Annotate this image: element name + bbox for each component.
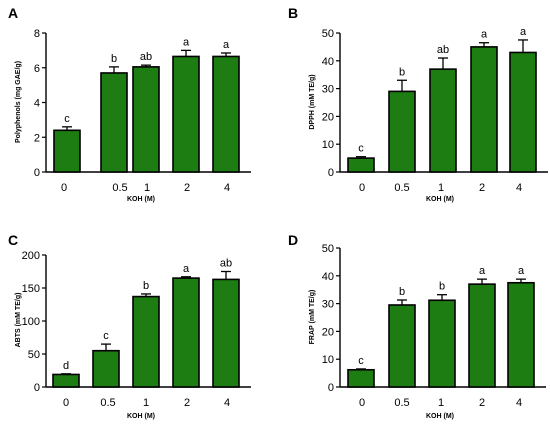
x-tick-label-a: 4 bbox=[224, 182, 230, 194]
bar-b bbox=[388, 90, 416, 173]
significance-label-b: b bbox=[399, 66, 405, 78]
significance-label-d: a bbox=[479, 265, 486, 277]
y-tick-label-d: 50 bbox=[322, 243, 334, 255]
significance-label-b: c bbox=[358, 143, 364, 155]
bar-c bbox=[212, 278, 240, 388]
y-tick-label-b: 10 bbox=[322, 139, 334, 151]
bar-a bbox=[212, 55, 240, 173]
bar-d bbox=[428, 299, 456, 388]
bar-b bbox=[470, 46, 498, 173]
panel-label-b: B bbox=[288, 5, 298, 21]
bar-c bbox=[172, 277, 200, 388]
x-tick-label-b: 2 bbox=[479, 182, 485, 194]
bar-b bbox=[509, 51, 537, 173]
y-axis-title-d: FRAP (mM TE/g) bbox=[309, 290, 316, 345]
y-tick-label-c: 100 bbox=[22, 316, 40, 328]
bar-c bbox=[132, 295, 160, 388]
y-tick-label-a: 6 bbox=[34, 63, 40, 75]
x-tick-label-a: 0.5 bbox=[112, 182, 127, 194]
bar-a bbox=[100, 72, 128, 173]
significance-label-c: d bbox=[63, 360, 69, 372]
bar-b bbox=[429, 68, 457, 173]
x-tick-label-a: 2 bbox=[184, 182, 190, 194]
y-tick-label-c: 150 bbox=[22, 283, 40, 295]
significance-label-b: a bbox=[481, 29, 488, 41]
significance-label-c: b bbox=[143, 280, 149, 292]
significance-label-c: c bbox=[103, 330, 109, 342]
bar-a bbox=[132, 66, 160, 173]
bar-d bbox=[388, 304, 416, 388]
x-tick-label-d: 4 bbox=[516, 397, 522, 409]
x-tick-label-b: 0 bbox=[359, 182, 365, 194]
bar-c bbox=[52, 373, 80, 388]
y-tick-label-a: 2 bbox=[34, 132, 40, 144]
x-axis-title-b: KOH (M) bbox=[426, 196, 454, 203]
significance-label-b: ab bbox=[437, 44, 449, 56]
bar-a bbox=[172, 55, 200, 173]
bar-d bbox=[507, 281, 535, 388]
bar-c bbox=[92, 349, 120, 388]
y-tick-label-d: 40 bbox=[322, 271, 334, 283]
significance-label-d: b bbox=[399, 286, 405, 298]
y-tick-label-c: 50 bbox=[28, 349, 40, 361]
significance-label-d: a bbox=[518, 265, 525, 277]
x-tick-label-d: 1 bbox=[438, 397, 444, 409]
y-tick-label-a: 0 bbox=[34, 167, 40, 179]
x-axis-title-d: KOH (M) bbox=[426, 413, 454, 420]
y-tick-label-b: 40 bbox=[322, 56, 334, 68]
x-tick-label-b: 0.5 bbox=[394, 182, 409, 194]
x-tick-label-c: 0.5 bbox=[100, 397, 115, 409]
y-tick-label-c: 200 bbox=[22, 250, 40, 262]
x-tick-label-c: 0 bbox=[63, 397, 69, 409]
x-tick-label-b: 4 bbox=[516, 182, 522, 194]
y-tick-label-b: 20 bbox=[322, 111, 334, 123]
y-axis-title-c: ABTS (mM TE/g) bbox=[15, 293, 22, 348]
significance-label-c: a bbox=[183, 263, 190, 275]
significance-label-c: ab bbox=[220, 258, 232, 270]
x-tick-label-a: 0 bbox=[61, 182, 67, 194]
significance-label-a: c bbox=[64, 113, 70, 125]
x-tick-label-d: 0 bbox=[359, 397, 365, 409]
x-tick-label-c: 2 bbox=[184, 397, 190, 409]
y-tick-label-b: 30 bbox=[322, 84, 334, 96]
y-tick-label-b: 50 bbox=[322, 28, 334, 40]
y-tick-label-d: 20 bbox=[322, 326, 334, 338]
significance-label-d: c bbox=[358, 355, 364, 367]
y-axis-title-a: Polyphenols (mg GAE/g) bbox=[15, 61, 22, 143]
panel-label-c: C bbox=[8, 232, 18, 248]
significance-label-d: b bbox=[439, 281, 445, 293]
significance-label-a: a bbox=[183, 36, 190, 48]
y-tick-label-d: 0 bbox=[328, 382, 334, 394]
panel-label-d: D bbox=[288, 232, 298, 248]
y-tick-label-b: 0 bbox=[328, 167, 334, 179]
x-tick-label-d: 2 bbox=[479, 397, 485, 409]
x-axis-title-a: KOH (M) bbox=[127, 196, 155, 203]
x-tick-label-a: 1 bbox=[144, 182, 150, 194]
y-tick-label-c: 0 bbox=[34, 382, 40, 394]
significance-label-a: ab bbox=[140, 51, 152, 63]
y-tick-label-d: 30 bbox=[322, 299, 334, 311]
x-tick-label-c: 4 bbox=[224, 397, 230, 409]
bar-b bbox=[347, 157, 375, 173]
significance-label-a: a bbox=[223, 39, 230, 51]
y-axis-title-b: DPPH (mM TE/g) bbox=[309, 74, 316, 129]
x-axis-title-c: KOH (M) bbox=[127, 413, 155, 420]
x-tick-label-c: 1 bbox=[143, 397, 149, 409]
y-tick-label-d: 10 bbox=[322, 354, 334, 366]
y-tick-label-a: 8 bbox=[34, 28, 40, 40]
significance-label-b: a bbox=[520, 26, 527, 38]
bar-a bbox=[53, 129, 81, 173]
bar-d bbox=[468, 283, 496, 388]
y-tick-label-a: 4 bbox=[34, 98, 40, 110]
x-tick-label-d: 0.5 bbox=[394, 397, 409, 409]
bar-d bbox=[347, 368, 375, 388]
x-tick-label-b: 1 bbox=[438, 182, 444, 194]
panel-label-a: A bbox=[8, 5, 18, 21]
significance-label-a: b bbox=[111, 53, 117, 65]
